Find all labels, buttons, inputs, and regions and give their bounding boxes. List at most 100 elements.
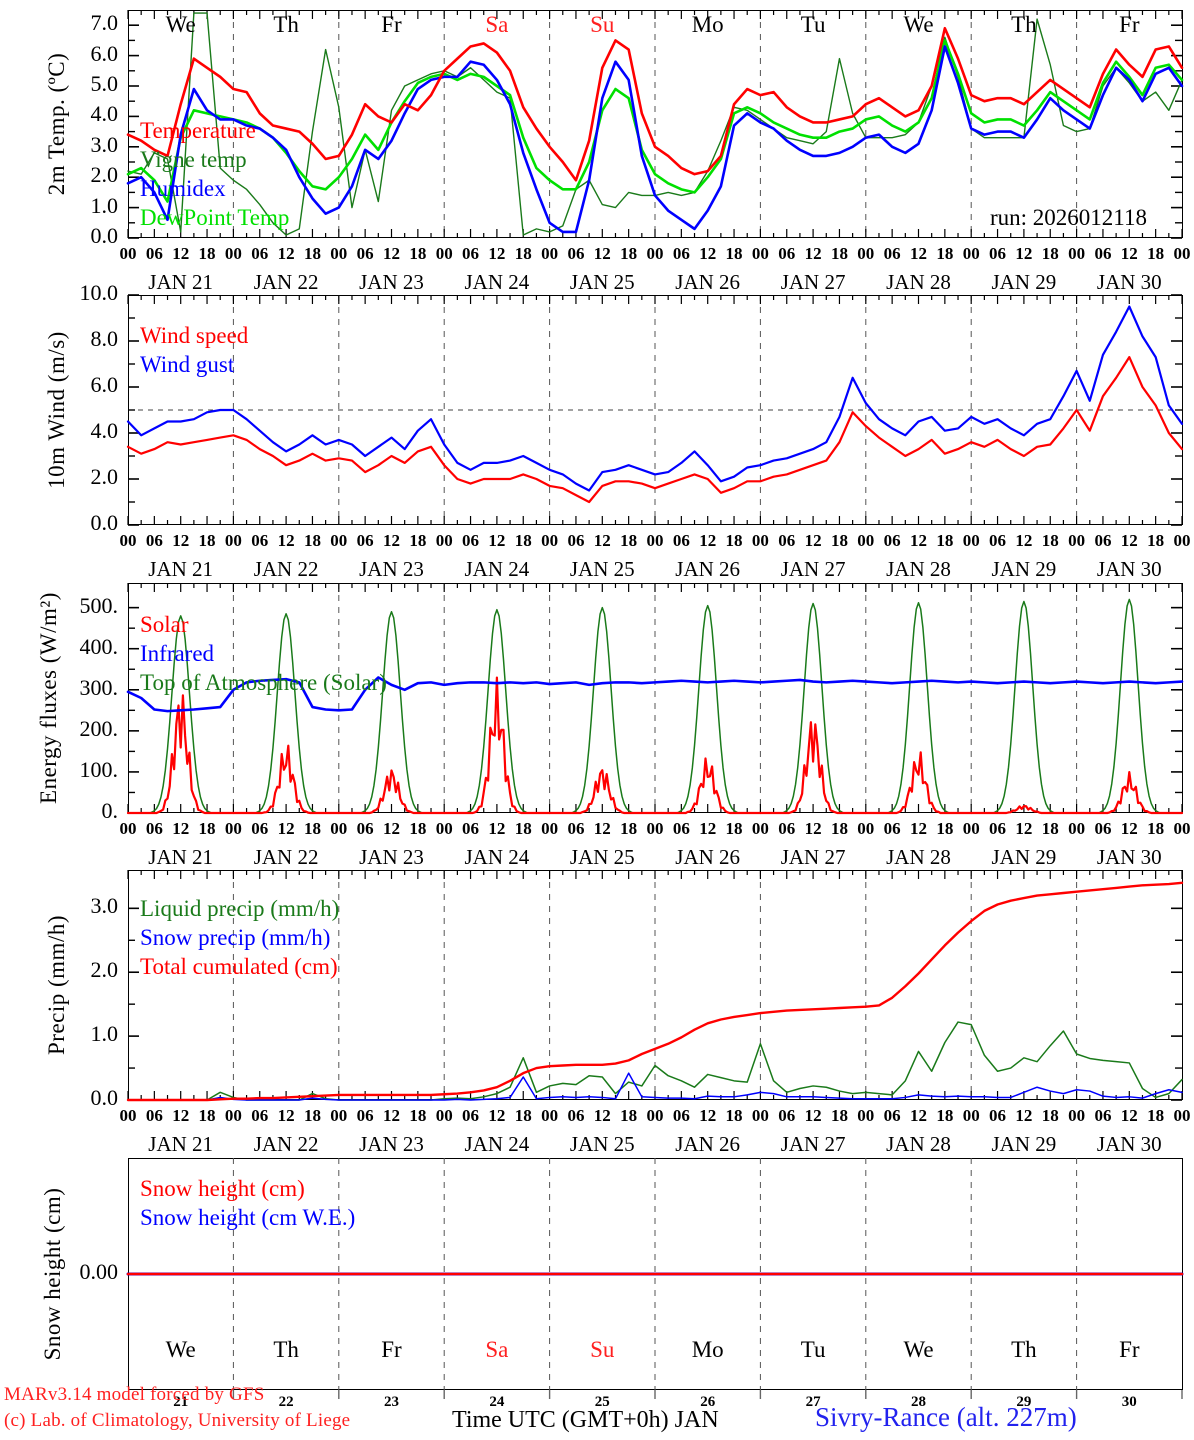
- ytick-temperature-1: 1.0: [90, 192, 119, 218]
- legend-precip-2: Total cumulated (cm): [140, 954, 338, 979]
- hour-tick-2-3-2: 12: [488, 819, 506, 838]
- date-label-0-4: JAN 25: [569, 270, 635, 294]
- weekday-top-8: Th: [1011, 12, 1037, 37]
- date-label-1-1: JAN 22: [253, 557, 319, 581]
- date-label-3-8: JAN 29: [991, 1132, 1057, 1156]
- hour-tick-2-3-0: 00: [435, 819, 453, 838]
- ytick-temperature-0: 0.0: [90, 223, 119, 248]
- ytick-wind-3: 6.0: [90, 372, 119, 397]
- ytick-snow_height-0: 0.00: [79, 1259, 119, 1284]
- plot-area-snow_height: [126, 1158, 1184, 1390]
- hour-tick-0-6-2: 12: [804, 244, 822, 263]
- hour-tick-0-4-0: 00: [541, 244, 559, 263]
- hour-tick-0-2-1: 06: [356, 244, 374, 263]
- date-label-3-5: JAN 26: [675, 1132, 741, 1156]
- hour-tick-1-9-1: 06: [1094, 531, 1112, 550]
- hour-tick-1-0-2: 12: [172, 531, 190, 550]
- date-label-1-8: JAN 29: [991, 557, 1057, 581]
- hour-tick-3-8-1: 06: [989, 1106, 1007, 1125]
- weekday-top-3: Sa: [485, 12, 509, 37]
- hour-tick-0-3-1: 06: [462, 244, 480, 263]
- legend-precip-0: Liquid precip (mm/h): [140, 896, 340, 921]
- hour-tick-2-8-0: 00: [962, 819, 980, 838]
- hour-tick-3-3-1: 06: [462, 1106, 480, 1125]
- hour-tick-1-4-1: 06: [567, 531, 585, 550]
- legend-energy_fluxes-2: Top of Atmosphere (Solar): [140, 670, 387, 695]
- hour-tick-3-1-0: 00: [224, 1106, 242, 1125]
- plot-area-temperature: [126, 10, 1184, 239]
- hour-tick-1-4-0: 00: [541, 531, 559, 550]
- hour-tick-3-1-3: 18: [303, 1106, 321, 1125]
- hour-tick-2-5-3: 18: [725, 819, 743, 838]
- hour-tick-0-2-0: 00: [330, 244, 348, 263]
- hour-tick-2-7-2: 12: [910, 819, 927, 838]
- hour-tick-3-5-2: 12: [699, 1106, 717, 1125]
- hour-tick-0-8-2: 12: [1015, 244, 1033, 263]
- legend-wind-1: Wind gust: [140, 352, 235, 377]
- hour-tick-1-3-2: 12: [488, 531, 506, 550]
- day-number-3: 24: [489, 1394, 505, 1410]
- hour-tick-2-7-1: 06: [883, 819, 901, 838]
- hour-tick-1-2-2: 12: [383, 531, 400, 550]
- hour-tick-3-3-0: 00: [435, 1106, 453, 1125]
- hour-tick-3-6-0: 00: [751, 1106, 769, 1125]
- ytick-temperature-6: 6.0: [90, 40, 119, 66]
- hour-tick-3-1-1: 06: [251, 1106, 269, 1125]
- hour-tick-3-1-2: 12: [277, 1106, 295, 1125]
- ytick-energy_fluxes-0: 0.: [101, 798, 119, 823]
- hour-tick-0-6-3: 18: [830, 244, 848, 263]
- date-label-3-9: JAN 30: [1096, 1132, 1162, 1156]
- hour-tick-2-9-3: 18: [1147, 819, 1165, 838]
- legend-temperature-1: Vigne temp: [140, 147, 247, 172]
- hour-tick-1-9-2: 12: [1120, 531, 1138, 550]
- weekday-top-1: Th: [273, 12, 299, 37]
- date-label-1-6: JAN 27: [780, 557, 846, 581]
- hour-tick-1-6-2: 12: [804, 531, 822, 550]
- hour-tick-1-0-3: 18: [198, 531, 216, 550]
- weekday-bottom-9: Fr: [1119, 1337, 1140, 1362]
- date-label-0-8: JAN 29: [991, 270, 1057, 294]
- hour-tick-1-4-2: 12: [593, 531, 611, 550]
- hour-tick-2-3-1: 06: [462, 819, 480, 838]
- hour-tick-3-9-2: 12: [1120, 1106, 1138, 1125]
- hour-tick-0-0-1: 06: [145, 244, 163, 263]
- hour-tick-2-8-3: 18: [1041, 819, 1059, 838]
- hour-tick-1-end: 00: [1173, 531, 1191, 550]
- hour-tick-0-8-3: 18: [1041, 244, 1059, 263]
- hour-tick-1-3-3: 18: [514, 531, 532, 550]
- hour-tick-0-0-0: 00: [119, 244, 137, 263]
- hour-tick-3-5-0: 00: [646, 1106, 664, 1125]
- weekday-bottom-7: We: [903, 1337, 934, 1362]
- weekday-top-7: We: [903, 12, 934, 37]
- hour-tick-2-6-3: 18: [830, 819, 848, 838]
- date-label-1-5: JAN 26: [675, 557, 741, 581]
- hour-tick-0-9-3: 18: [1147, 244, 1165, 263]
- footer-copyright: (c) Lab. of Climatology, University of L…: [4, 1410, 351, 1431]
- hour-tick-0-2-2: 12: [383, 244, 400, 263]
- plot-area-energy_fluxes: [126, 583, 1184, 815]
- hour-tick-2-6-1: 06: [778, 819, 796, 838]
- weekday-top-2: Fr: [381, 12, 402, 37]
- date-label-0-2: JAN 23: [359, 270, 424, 294]
- weekday-top-5: Mo: [691, 12, 724, 37]
- date-label-0-7: JAN 28: [886, 270, 951, 294]
- hour-tick-0-2-3: 18: [409, 244, 427, 263]
- date-label-1-9: JAN 30: [1096, 557, 1162, 581]
- hour-tick-0-9-2: 12: [1120, 244, 1138, 263]
- hour-tick-1-8-2: 12: [1015, 531, 1033, 550]
- ytick-precip-0: 0.0: [90, 1085, 119, 1110]
- hour-tick-2-4-2: 12: [593, 819, 611, 838]
- hour-tick-2-9-0: 00: [1068, 819, 1086, 838]
- hour-tick-3-2-0: 00: [330, 1106, 348, 1125]
- hour-tick-3-9-0: 00: [1068, 1106, 1086, 1125]
- date-label-2-0: JAN 21: [148, 845, 214, 869]
- hour-tick-1-0-1: 06: [145, 531, 163, 550]
- ytick-energy_fluxes-4: 400.: [79, 633, 119, 659]
- run-label: run: 2026012118: [990, 205, 1147, 230]
- plot-area-precip: [126, 870, 1184, 1102]
- hour-tick-1-3-1: 06: [462, 531, 480, 550]
- date-label-3-7: JAN 28: [886, 1132, 951, 1156]
- hour-tick-2-5-2: 12: [699, 819, 717, 838]
- ytick-temperature-2: 2.0: [90, 162, 119, 188]
- hour-tick-2-9-2: 12: [1120, 819, 1138, 838]
